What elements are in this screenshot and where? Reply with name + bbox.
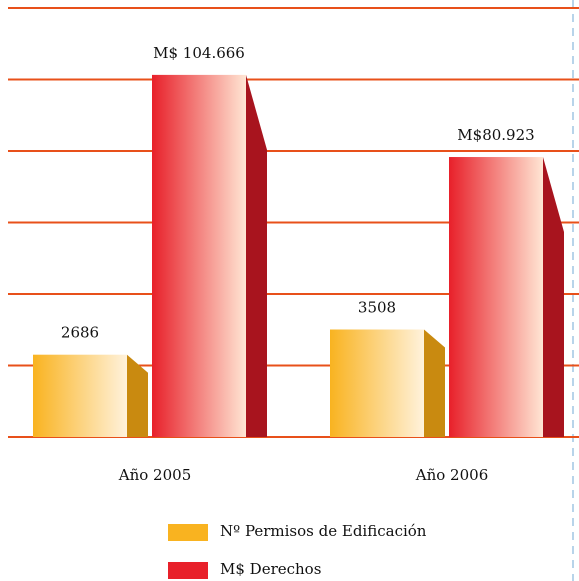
legend-label: Nº Permisos de Edificación: [220, 522, 427, 540]
legend-swatch: [168, 524, 208, 541]
bar: [152, 74, 246, 437]
data-label: 2686: [61, 324, 99, 342]
bar-side: [424, 329, 445, 437]
bar: [449, 157, 543, 437]
bar-side: [543, 157, 564, 437]
x-tick-label: Año 2005: [118, 466, 191, 484]
bar: [33, 354, 127, 437]
bar-side: [127, 354, 148, 437]
legend-label: M$ Derechos: [220, 560, 321, 578]
bar: [330, 329, 424, 437]
legend-swatch: [168, 562, 208, 579]
data-label: 3508: [358, 299, 396, 317]
data-label: M$ 104.666: [153, 44, 245, 62]
bar-side: [246, 74, 267, 437]
x-tick-label: Año 2006: [415, 466, 488, 484]
data-label: M$80.923: [457, 126, 534, 144]
